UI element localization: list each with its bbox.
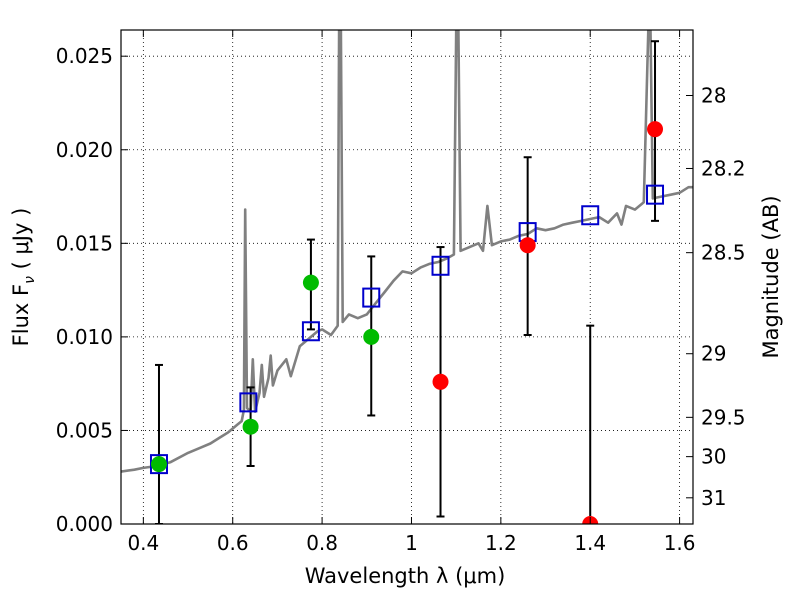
model-box — [301, 321, 320, 342]
x-tick-label: 1.2 — [485, 531, 517, 555]
plot-content — [121, 30, 693, 524]
grid — [121, 30, 693, 524]
y-tick-label: 0.015 — [56, 231, 113, 255]
y-tick-label: 0.000 — [56, 512, 113, 536]
y-axis-label-subscript: ν — [22, 276, 38, 284]
right-tick-label: 30 — [701, 445, 726, 469]
y-tick-label: 0.010 — [56, 325, 113, 349]
right-tick-label: 29.5 — [701, 405, 746, 429]
x-axis-label: Wavelength λ (μm) — [305, 564, 506, 588]
y-axis: 0.000 0.005 0.010 0.015 0.020 0.025 — [56, 44, 128, 536]
model-box — [646, 184, 665, 205]
y-axis-label-unit: ( μJy ) — [9, 208, 33, 276]
right-tick-label: 29 — [701, 342, 726, 366]
model-box — [581, 205, 600, 226]
right-tick-label: 28.2 — [701, 156, 746, 180]
x-tick-label: 0.8 — [306, 531, 338, 555]
x-tick-label: 1.4 — [574, 531, 606, 555]
model-box — [431, 255, 450, 276]
detected-point — [302, 274, 319, 291]
detected-point — [242, 418, 259, 435]
x-tick-label: 1 — [405, 531, 418, 555]
undetected-point — [432, 373, 449, 390]
model-box — [239, 392, 258, 413]
x-tick-label: 0.6 — [217, 531, 249, 555]
y-tick-label: 0.005 — [56, 418, 113, 442]
right-tick-label: 28.5 — [701, 241, 746, 265]
spectrum-line — [121, 30, 693, 473]
detected-point — [363, 328, 380, 345]
model-box — [362, 287, 381, 308]
x-tick-label: 1.6 — [664, 531, 696, 555]
x-axis: 0.4 0.6 0.8 1 1.2 1.4 1.6 — [127, 30, 696, 555]
right-tick-label: 28 — [701, 83, 726, 107]
right-axis-label: Magnitude (AB) — [759, 195, 783, 358]
y-tick-label: 0.025 — [56, 44, 113, 68]
y-axis-label: Flux Fν ( μJy ) — [9, 208, 38, 347]
plot-frame — [120, 29, 694, 525]
undetected-point — [519, 237, 536, 254]
x-tick-label: 0.4 — [127, 531, 159, 555]
y-axis-right: 28 28.2 28.5 29 29.5 30 31 — [686, 83, 746, 510]
y-axis-label-main: Flux F — [9, 284, 33, 346]
detected-point — [150, 456, 167, 473]
y-tick-label: 0.020 — [56, 138, 113, 162]
undetected-point — [647, 121, 664, 138]
right-tick-label: 31 — [701, 486, 726, 510]
